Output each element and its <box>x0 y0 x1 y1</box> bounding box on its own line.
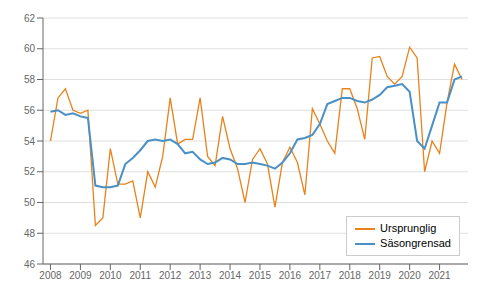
svg-text:2021: 2021 <box>428 270 451 281</box>
svg-text:2019: 2019 <box>369 270 392 281</box>
svg-text:2018: 2018 <box>339 270 362 281</box>
svg-text:2014: 2014 <box>219 270 242 281</box>
svg-text:2020: 2020 <box>399 270 422 281</box>
svg-text:2011: 2011 <box>130 270 152 281</box>
svg-text:2012: 2012 <box>159 270 182 281</box>
svg-text:54: 54 <box>24 136 36 147</box>
svg-text:56: 56 <box>24 105 36 116</box>
svg-text:2013: 2013 <box>189 270 212 281</box>
svg-text:48: 48 <box>24 228 36 239</box>
svg-text:2017: 2017 <box>309 270 332 281</box>
svg-text:62: 62 <box>24 13 36 24</box>
svg-text:46: 46 <box>24 259 36 270</box>
svg-text:2010: 2010 <box>99 270 122 281</box>
svg-text:52: 52 <box>24 166 36 177</box>
svg-text:2009: 2009 <box>69 270 92 281</box>
html-text:Säsongrensad: Säsongrensad <box>380 237 451 249</box>
svg-text:58: 58 <box>24 74 36 85</box>
svg-text:2016: 2016 <box>279 270 302 281</box>
svg-text:50: 50 <box>24 197 36 208</box>
svg-text:2008: 2008 <box>39 270 62 281</box>
svg-text:60: 60 <box>24 43 36 54</box>
html-text:Ursprunglig: Ursprunglig <box>380 222 437 234</box>
svg-text:2015: 2015 <box>249 270 272 281</box>
